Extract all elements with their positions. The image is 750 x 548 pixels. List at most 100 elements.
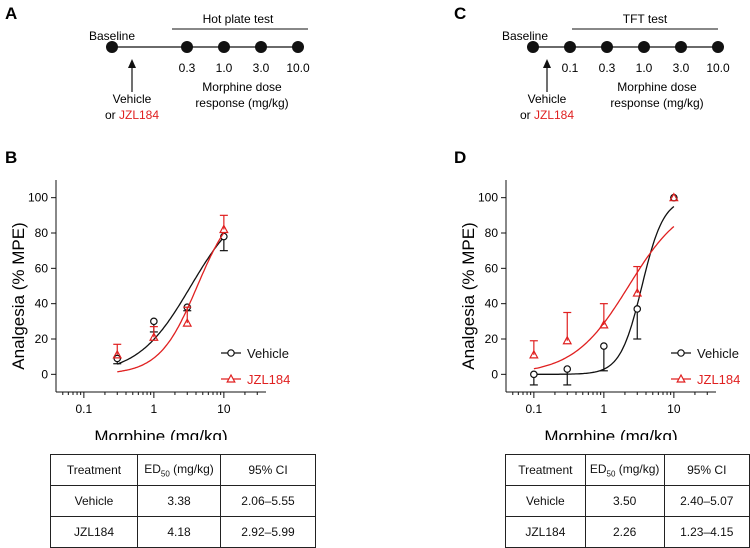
data-point-jzl184 <box>599 319 609 329</box>
baseline-dot <box>527 41 539 53</box>
x-tick-label: 1 <box>151 402 158 416</box>
dose-caption-line1: Morphine dose <box>617 80 697 94</box>
legend-marker-circle <box>227 349 235 357</box>
legend-label-vehicle: Vehicle <box>697 346 739 361</box>
dose-label: 0.3 <box>599 61 616 75</box>
table-cell: 3.38 <box>137 485 221 517</box>
data-point-vehicle <box>150 317 158 326</box>
panel-letter-a: A <box>5 4 17 23</box>
dose-dot <box>218 41 230 53</box>
panel-letter-c: C <box>454 4 466 23</box>
ed50-table-d: Treatment ED50 (mg/kg) 95% CI Vehicle 3.… <box>505 454 750 548</box>
legend-marker-circle <box>677 349 685 357</box>
y-axis-title: Analgesia (% MPE) <box>9 222 28 369</box>
panel-letter-d: D <box>454 148 466 167</box>
dose-dot <box>292 41 304 53</box>
data-point-jzl184 <box>149 331 159 341</box>
dose-dot <box>601 41 613 53</box>
data-point-jzl184 <box>182 317 193 327</box>
baseline-label: Baseline <box>502 29 548 43</box>
table-header-cell: Treatment <box>50 454 138 486</box>
data-point-vehicle <box>633 305 642 313</box>
jzl184-label: JZL184 <box>534 108 574 122</box>
table-cell: 2.26 <box>584 516 665 548</box>
table-row: JZL184 4.18 2.92–5.99 <box>50 516 316 548</box>
y-tick-label: 100 <box>478 191 498 205</box>
table-header-cell: ED50 (mg/kg) <box>137 454 221 486</box>
data-point-jzl184 <box>219 224 229 234</box>
table-cell: Vehicle <box>50 485 138 517</box>
legend-label-jzl184: JZL184 <box>697 372 740 387</box>
table-row: Vehicle 3.50 2.40–5.07 <box>505 485 750 517</box>
y-tick-label: 80 <box>485 226 499 240</box>
table-cell: 2.40–5.07 <box>663 485 750 517</box>
vehicle-or-jzl-label: or JZL184 <box>520 108 574 122</box>
table-cell: JZL184 <box>505 516 586 548</box>
dose-label: 10.0 <box>286 61 310 75</box>
table-cell: 4.18 <box>137 516 221 548</box>
chart-b: 0 20 40 60 80 100 0.1 1 10 Morphine (mg/kg) Analge… <box>9 180 290 440</box>
x-axis-title: Morphine (mg/kg) <box>94 427 227 440</box>
jzl184-label: JZL184 <box>119 108 159 122</box>
table-cell: Vehicle <box>505 485 586 517</box>
legend-marker-triangle <box>676 373 686 383</box>
ed50-table-b: Treatment ED50 (mg/kg) 95% CI Vehicle 3.… <box>50 454 316 548</box>
baseline-dot <box>106 41 118 53</box>
dose-label: 0.3 <box>179 61 196 75</box>
x-axis-title: Morphine (mg/kg) <box>544 427 677 440</box>
table-cell: JZL184 <box>50 516 138 548</box>
dose-label: 3.0 <box>673 61 690 75</box>
data-point-jzl184 <box>112 349 123 359</box>
x-tick-label: 10 <box>667 402 681 416</box>
dose-dot <box>181 41 193 53</box>
chart-d: 0 20 40 60 80 100 0.1 1 10 Morphine (mg/kg) Analge… <box>459 180 740 440</box>
table-header-row: Treatment ED50 (mg/kg) 95% CI <box>50 454 316 486</box>
data-point-jzl184 <box>632 287 643 297</box>
y-tick-label: 100 <box>28 191 48 205</box>
arrow-head-icon <box>543 59 551 68</box>
y-tick-label: 40 <box>35 297 49 311</box>
x-tick-label: 0.1 <box>526 402 543 416</box>
dose-caption-line1: Morphine dose <box>202 80 282 94</box>
y-tick-label: 40 <box>485 297 499 311</box>
x-tick-label: 0.1 <box>76 402 93 416</box>
fit-curve-jzl184 <box>117 232 225 373</box>
table-cell: 3.50 <box>584 485 665 517</box>
dose-label: 0.1 <box>562 61 579 75</box>
data-point-jzl184 <box>562 335 573 345</box>
table-header-cell: Treatment <box>505 454 586 486</box>
dose-dot <box>712 41 724 53</box>
table-row: JZL184 2.26 1.23–4.15 <box>505 516 750 548</box>
legend-marker-triangle <box>226 373 236 383</box>
dose-label: 10.0 <box>706 61 730 75</box>
dose-label: 3.0 <box>253 61 270 75</box>
y-tick-label: 0 <box>491 367 498 381</box>
legend-label-jzl184: JZL184 <box>247 372 290 387</box>
dose-dot <box>675 41 687 53</box>
vehicle-label: Vehicle <box>528 92 567 106</box>
table-header-cell: 95% CI <box>220 454 316 486</box>
test-label: Hot plate test <box>203 12 274 26</box>
table-header-row: Treatment ED50 (mg/kg) 95% CI <box>505 454 750 486</box>
panel-a-timeline: A Baseline Hot plate test 0.3 1.0 3.0 10… <box>5 4 310 122</box>
fit-curve-vehicle <box>117 236 225 365</box>
y-tick-label: 80 <box>35 226 49 240</box>
dose-caption-line2: response (mg/kg) <box>610 96 703 110</box>
y-tick-label: 20 <box>485 332 499 346</box>
table-header-cell: 95% CI <box>663 454 750 486</box>
arrow-head-icon <box>128 59 136 68</box>
dose-dot <box>638 41 650 53</box>
y-tick-label: 60 <box>485 261 499 275</box>
panel-letter-b: B <box>5 148 17 167</box>
x-tick-label: 10 <box>217 402 231 416</box>
y-tick-label: 0 <box>41 367 48 381</box>
dose-label: 1.0 <box>636 61 653 75</box>
y-tick-label: 20 <box>35 332 49 346</box>
dose-dot <box>255 41 267 53</box>
panel-letters: B D <box>5 148 466 167</box>
data-point-jzl184 <box>529 349 539 359</box>
vehicle-or-jzl-label: or JZL184 <box>105 108 159 122</box>
panel-c-timeline: C Baseline TFT test 0.1 0.3 1.0 3.0 10.0… <box>454 4 730 122</box>
baseline-label: Baseline <box>89 29 135 43</box>
data-point-vehicle <box>530 370 538 379</box>
